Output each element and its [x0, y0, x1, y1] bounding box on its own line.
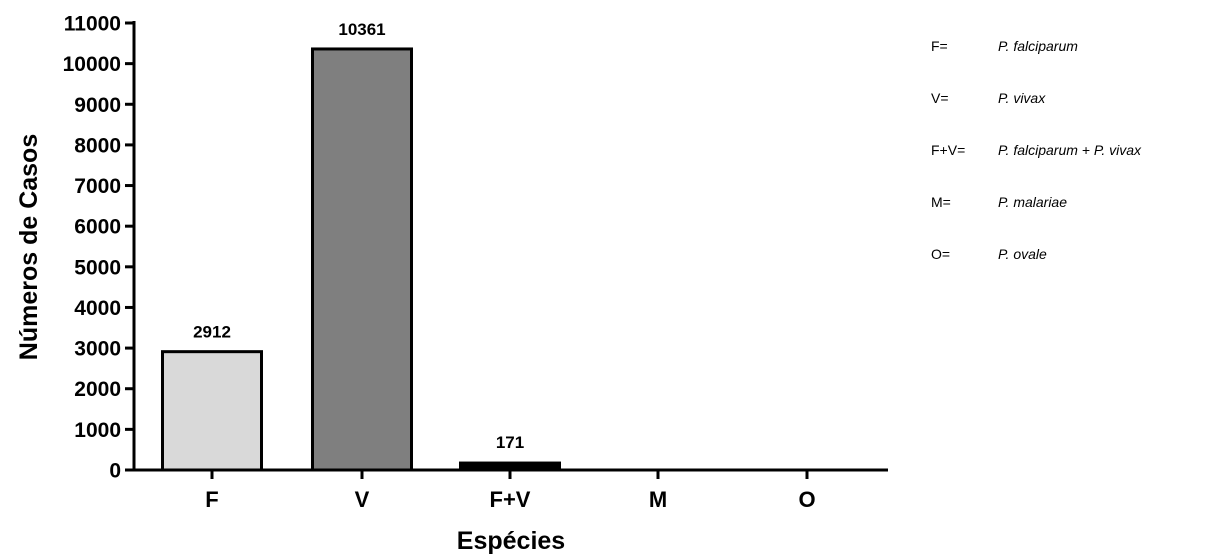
data-label: 2912: [193, 323, 231, 342]
legend: F= P. falciparum V= P. vivax F+V= P. falcipar…: [931, 38, 1142, 262]
legend-value: P. falciparum + P. vivax: [998, 142, 1142, 158]
bar-v: [311, 47, 413, 472]
y-tick-label: 1000: [74, 419, 121, 442]
legend-key: F+V=: [931, 142, 965, 158]
bar-f: [161, 350, 263, 472]
x-tick-label: F: [205, 487, 218, 512]
legend-value: P. malariae: [998, 194, 1067, 210]
y-tick-label: 0: [109, 460, 121, 483]
y-axis-ticks: 0 1000 2000 3000 4000 5000 6000 7000 8000 9000 100…: [63, 13, 134, 483]
y-tick-label: 2000: [74, 378, 121, 401]
data-label: 171: [496, 433, 524, 452]
x-tick-label: O: [798, 487, 815, 512]
x-tick-label: V: [355, 487, 370, 512]
legend-value: P. falciparum: [998, 38, 1078, 54]
y-tick-label: 6000: [74, 216, 121, 239]
bars: [161, 47, 561, 472]
legend-value: P. ovale: [998, 246, 1047, 262]
x-axis-ticks: F V F+V M O: [205, 470, 816, 512]
y-tick-label: 11000: [64, 13, 121, 36]
x-axis-title: Espécies: [457, 527, 565, 555]
y-tick-label: 5000: [74, 256, 121, 279]
y-tick-label: 8000: [74, 134, 121, 157]
y-axis-title: Números de Casos: [15, 134, 43, 360]
data-label: 10361: [338, 20, 385, 39]
legend-key: V=: [931, 90, 949, 106]
y-tick-label: 3000: [74, 338, 121, 361]
legend-key: O=: [931, 246, 950, 262]
y-tick-label: 10000: [63, 53, 121, 76]
data-labels: 2912 10361 171: [193, 20, 524, 452]
legend-key: M=: [931, 194, 951, 210]
x-tick-label: M: [649, 487, 667, 512]
x-tick-label: F+V: [490, 487, 531, 512]
legend-value: P. vivax: [998, 90, 1046, 106]
legend-key: F=: [931, 38, 948, 54]
y-tick-label: 4000: [74, 297, 121, 320]
y-tick-label: 7000: [74, 175, 121, 198]
y-tick-label: 9000: [74, 94, 121, 117]
